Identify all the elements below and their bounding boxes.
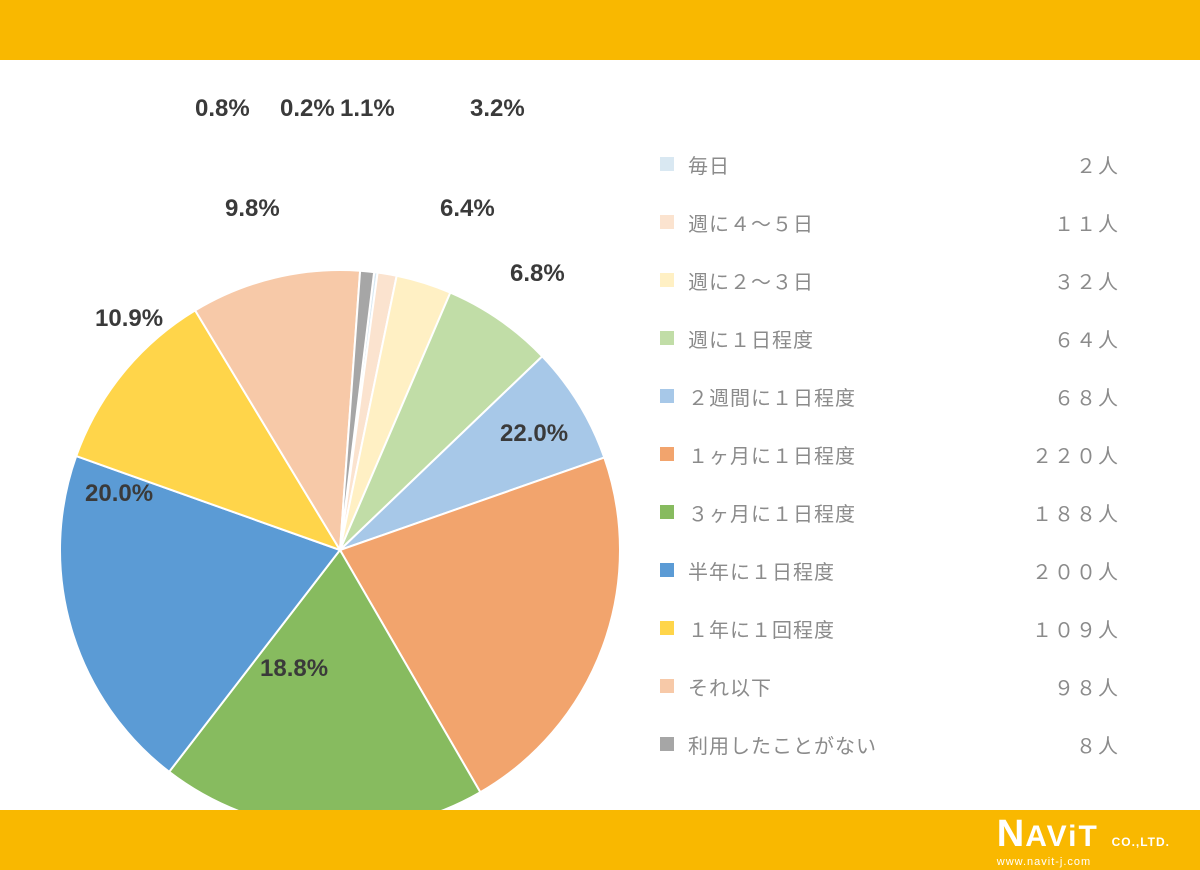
legend-swatch [660, 505, 674, 519]
legend-label: それ以下 [688, 672, 772, 701]
legend-row: 毎日 ２人 [660, 135, 1170, 193]
legend-label: 毎日 [688, 150, 730, 179]
legend-swatch [660, 679, 674, 693]
legend-row: ２週間に１日程度 ６８人 [660, 367, 1170, 425]
logo-url: www.navit-j.com [997, 856, 1170, 868]
pct-label: 10.9% [95, 305, 163, 333]
legend-row: 週に４～５日 １１人 [660, 193, 1170, 251]
legend-row: 利用したことがない ８人 [660, 715, 1170, 773]
legend-count: ３２人 [1054, 266, 1120, 295]
legend-label: １ヶ月に１日程度 [688, 440, 856, 469]
legend-swatch [660, 621, 674, 635]
logo-letter: N [997, 813, 1025, 855]
legend-label: 週に１日程度 [688, 324, 814, 353]
legend-label: 週に４～５日 [688, 208, 814, 237]
legend-label: 週に２～３日 [688, 266, 814, 295]
logo-suffix: CO.,LTD. [1112, 835, 1170, 849]
legend-row: １ヶ月に１日程度 ２２０人 [660, 425, 1170, 483]
legend-row: ３ヶ月に１日程度 １８８人 [660, 483, 1170, 541]
legend-label: １年に１回程度 [688, 614, 835, 643]
legend-row: １年に１回程度 １０９人 [660, 599, 1170, 657]
legend-label: 半年に１日程度 [688, 556, 835, 585]
legend-count: ９８人 [1054, 672, 1120, 701]
top-band [0, 0, 1200, 60]
legend-swatch [660, 157, 674, 171]
legend-count: ２人 [1076, 150, 1120, 179]
legend-count: ６８人 [1054, 382, 1120, 411]
pct-label: 22.0% [500, 420, 568, 448]
legend-row: 週に２～３日 ３２人 [660, 251, 1170, 309]
brand-logo: NAViT CO.,LTD. www.navit-j.com [997, 813, 1170, 868]
legend-swatch [660, 273, 674, 287]
pct-label: 1.1% [340, 95, 395, 123]
pct-label: 3.2% [470, 95, 525, 123]
pct-label: 9.8% [225, 195, 280, 223]
legend-count: １１人 [1054, 208, 1120, 237]
legend-row: それ以下 ９８人 [660, 657, 1170, 715]
content-area: 0.2%1.1% 3.2% 6.4% 6.8% 22.0% 18.8% 20.0% 10.9%… [0, 60, 1200, 810]
pie-chart-area: 0.2%1.1% 3.2% 6.4% 6.8% 22.0% 18.8% 20.0% 10.9%… [30, 80, 630, 810]
legend-count: ２００人 [1032, 556, 1120, 585]
legend-count: ２２０人 [1032, 440, 1120, 469]
pct-label: 0.8% [195, 95, 250, 123]
legend-count: １８８人 [1032, 498, 1120, 527]
legend-label: 利用したことがない [688, 730, 877, 759]
pct-label: 18.8% [260, 655, 328, 683]
legend-count: １０９人 [1032, 614, 1120, 643]
legend-label: ２週間に１日程度 [688, 382, 856, 411]
legend: 毎日 ２人週に４～５日 １１人週に２～３日 ３２人週に１日程度 ６４人 ２週間に１日程度 ６… [630, 80, 1170, 810]
legend-count: ６４人 [1054, 324, 1120, 353]
legend-row: 半年に１日程度 ２００人 [660, 541, 1170, 599]
legend-count: ８人 [1076, 730, 1120, 759]
legend-swatch [660, 331, 674, 345]
legend-swatch [660, 389, 674, 403]
legend-swatch [660, 737, 674, 751]
legend-swatch [660, 447, 674, 461]
pct-label: 20.0% [85, 480, 153, 508]
pct-label: 6.8% [510, 260, 565, 288]
legend-row: 週に１日程度 ６４人 [660, 309, 1170, 367]
legend-swatch [660, 563, 674, 577]
bottom-band: NAViT CO.,LTD. www.navit-j.com [0, 810, 1200, 870]
logo-text: AViT [1025, 820, 1099, 853]
legend-swatch [660, 215, 674, 229]
pct-label: 6.4% [440, 195, 495, 223]
pct-label: 0.2% [280, 95, 335, 123]
legend-label: ３ヶ月に１日程度 [688, 498, 856, 527]
